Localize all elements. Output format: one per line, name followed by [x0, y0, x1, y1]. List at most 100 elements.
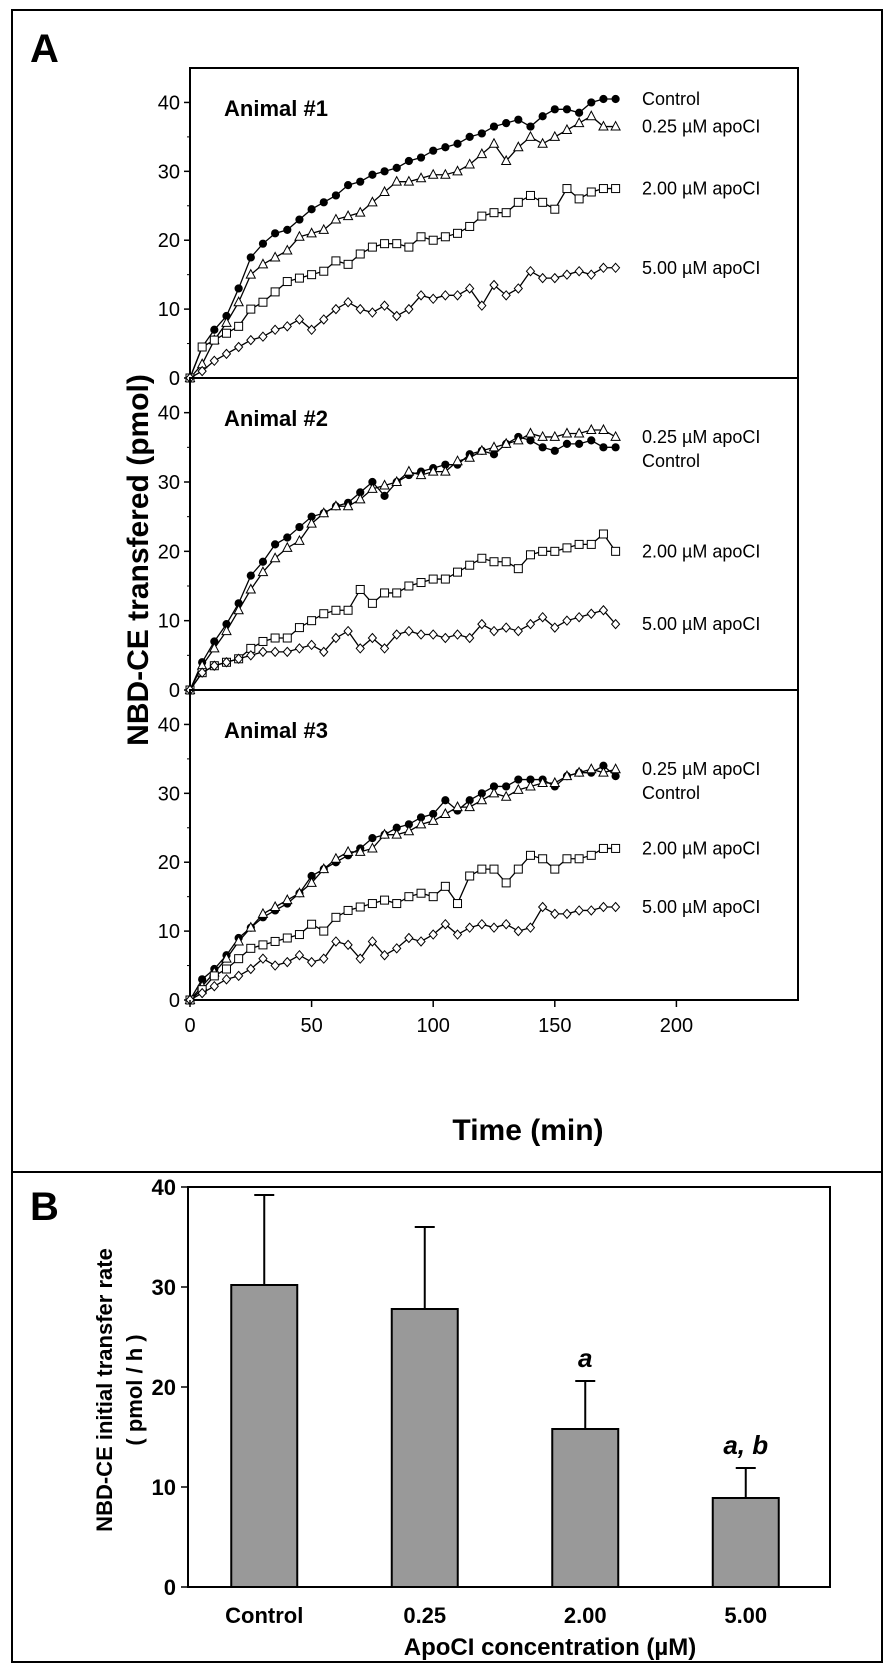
data-point	[367, 899, 377, 909]
data-point	[550, 446, 559, 455]
data-point	[282, 321, 292, 332]
data-point	[562, 439, 572, 448]
data-point	[427, 814, 439, 825]
data-point	[513, 283, 523, 294]
data-point	[586, 905, 596, 916]
data-point	[489, 557, 499, 567]
data-point	[489, 279, 499, 291]
data-point	[477, 553, 487, 563]
data-point	[561, 123, 573, 134]
data-point	[209, 355, 219, 367]
data-point	[562, 543, 572, 553]
data-point	[574, 194, 584, 204]
data-point	[270, 960, 280, 971]
legend-entry: 0.25 µM apoCI	[642, 427, 760, 447]
data-point	[464, 158, 476, 169]
data-point	[209, 980, 219, 992]
panel-a-y-axis-title: NBD-CE transfered (pmol)	[122, 374, 155, 746]
data-point	[550, 204, 560, 214]
data-point	[258, 557, 268, 566]
data-point	[379, 300, 390, 311]
x-tick-label: 50	[300, 1015, 322, 1037]
legend-entry: 0.25 µM apoCI	[642, 117, 760, 137]
data-point	[537, 272, 548, 284]
data-point	[282, 633, 292, 643]
data-point	[525, 922, 536, 933]
data-point	[295, 215, 304, 224]
data-point	[562, 269, 572, 280]
data-point	[585, 423, 597, 434]
data-point	[415, 172, 427, 183]
data-point	[599, 443, 608, 452]
data-point	[573, 427, 585, 438]
data-point	[586, 269, 596, 280]
data-point	[269, 900, 281, 911]
data-point	[513, 625, 523, 637]
data-point	[270, 287, 280, 297]
data-point	[330, 500, 342, 511]
data-point	[282, 646, 292, 658]
data-point	[367, 842, 378, 853]
data-point	[416, 232, 426, 242]
x-tick-label: 0	[184, 1015, 195, 1037]
legend-entry: 5.00 µM apoCI	[642, 614, 760, 634]
plot-frame	[189, 689, 799, 1001]
data-point	[452, 929, 463, 940]
y-tick-label: 10	[158, 921, 180, 943]
y-tick-label: 10	[158, 611, 180, 633]
line-panel-1: 0 10 20 30 40 Animal #1 Control 0.25 µM apoCI 2.…	[158, 67, 799, 390]
data-point	[476, 444, 488, 455]
bar-category-label: 0.25	[403, 1603, 446, 1628]
data-point	[258, 940, 268, 950]
bar-y-tick-label: 20	[152, 1375, 176, 1400]
data-point	[306, 227, 317, 238]
data-point	[586, 850, 596, 860]
data-point	[356, 177, 365, 186]
data-point	[367, 936, 378, 947]
data-point	[197, 342, 207, 352]
data-point	[210, 325, 219, 334]
data-point	[233, 653, 244, 665]
data-point	[318, 863, 330, 874]
data-point	[270, 324, 280, 336]
data-point	[258, 646, 268, 658]
data-point	[610, 763, 621, 774]
data-point	[428, 929, 438, 940]
data-point	[440, 168, 451, 179]
data-point	[281, 541, 293, 552]
data-point	[598, 766, 609, 777]
data-point	[319, 266, 329, 276]
y-tick-label: 30	[158, 783, 180, 805]
data-point	[209, 660, 219, 671]
data-point	[307, 205, 316, 214]
data-point	[318, 223, 330, 234]
data-point	[441, 796, 450, 805]
data-point	[367, 598, 377, 608]
data-point	[257, 566, 269, 577]
data-point	[526, 122, 535, 131]
data-point	[197, 365, 207, 377]
data-point	[245, 921, 257, 932]
data-point	[331, 936, 341, 947]
data-point	[575, 439, 584, 448]
data-point	[465, 283, 475, 294]
data-point	[319, 926, 329, 936]
data-point	[465, 560, 475, 570]
data-point	[537, 611, 548, 623]
data-point	[477, 918, 487, 930]
data-point	[271, 540, 280, 549]
data-point	[392, 899, 402, 909]
data-point	[610, 430, 621, 441]
data-point	[477, 129, 486, 138]
data-point	[331, 605, 341, 615]
data-point	[488, 137, 500, 148]
data-point	[489, 625, 499, 637]
data-point	[562, 184, 572, 194]
data-point	[453, 139, 462, 148]
data-point	[197, 667, 207, 678]
data-point	[307, 616, 317, 626]
data-point	[452, 629, 463, 640]
data-point	[319, 314, 329, 325]
series-line	[189, 906, 616, 1001]
data-point	[477, 864, 487, 874]
